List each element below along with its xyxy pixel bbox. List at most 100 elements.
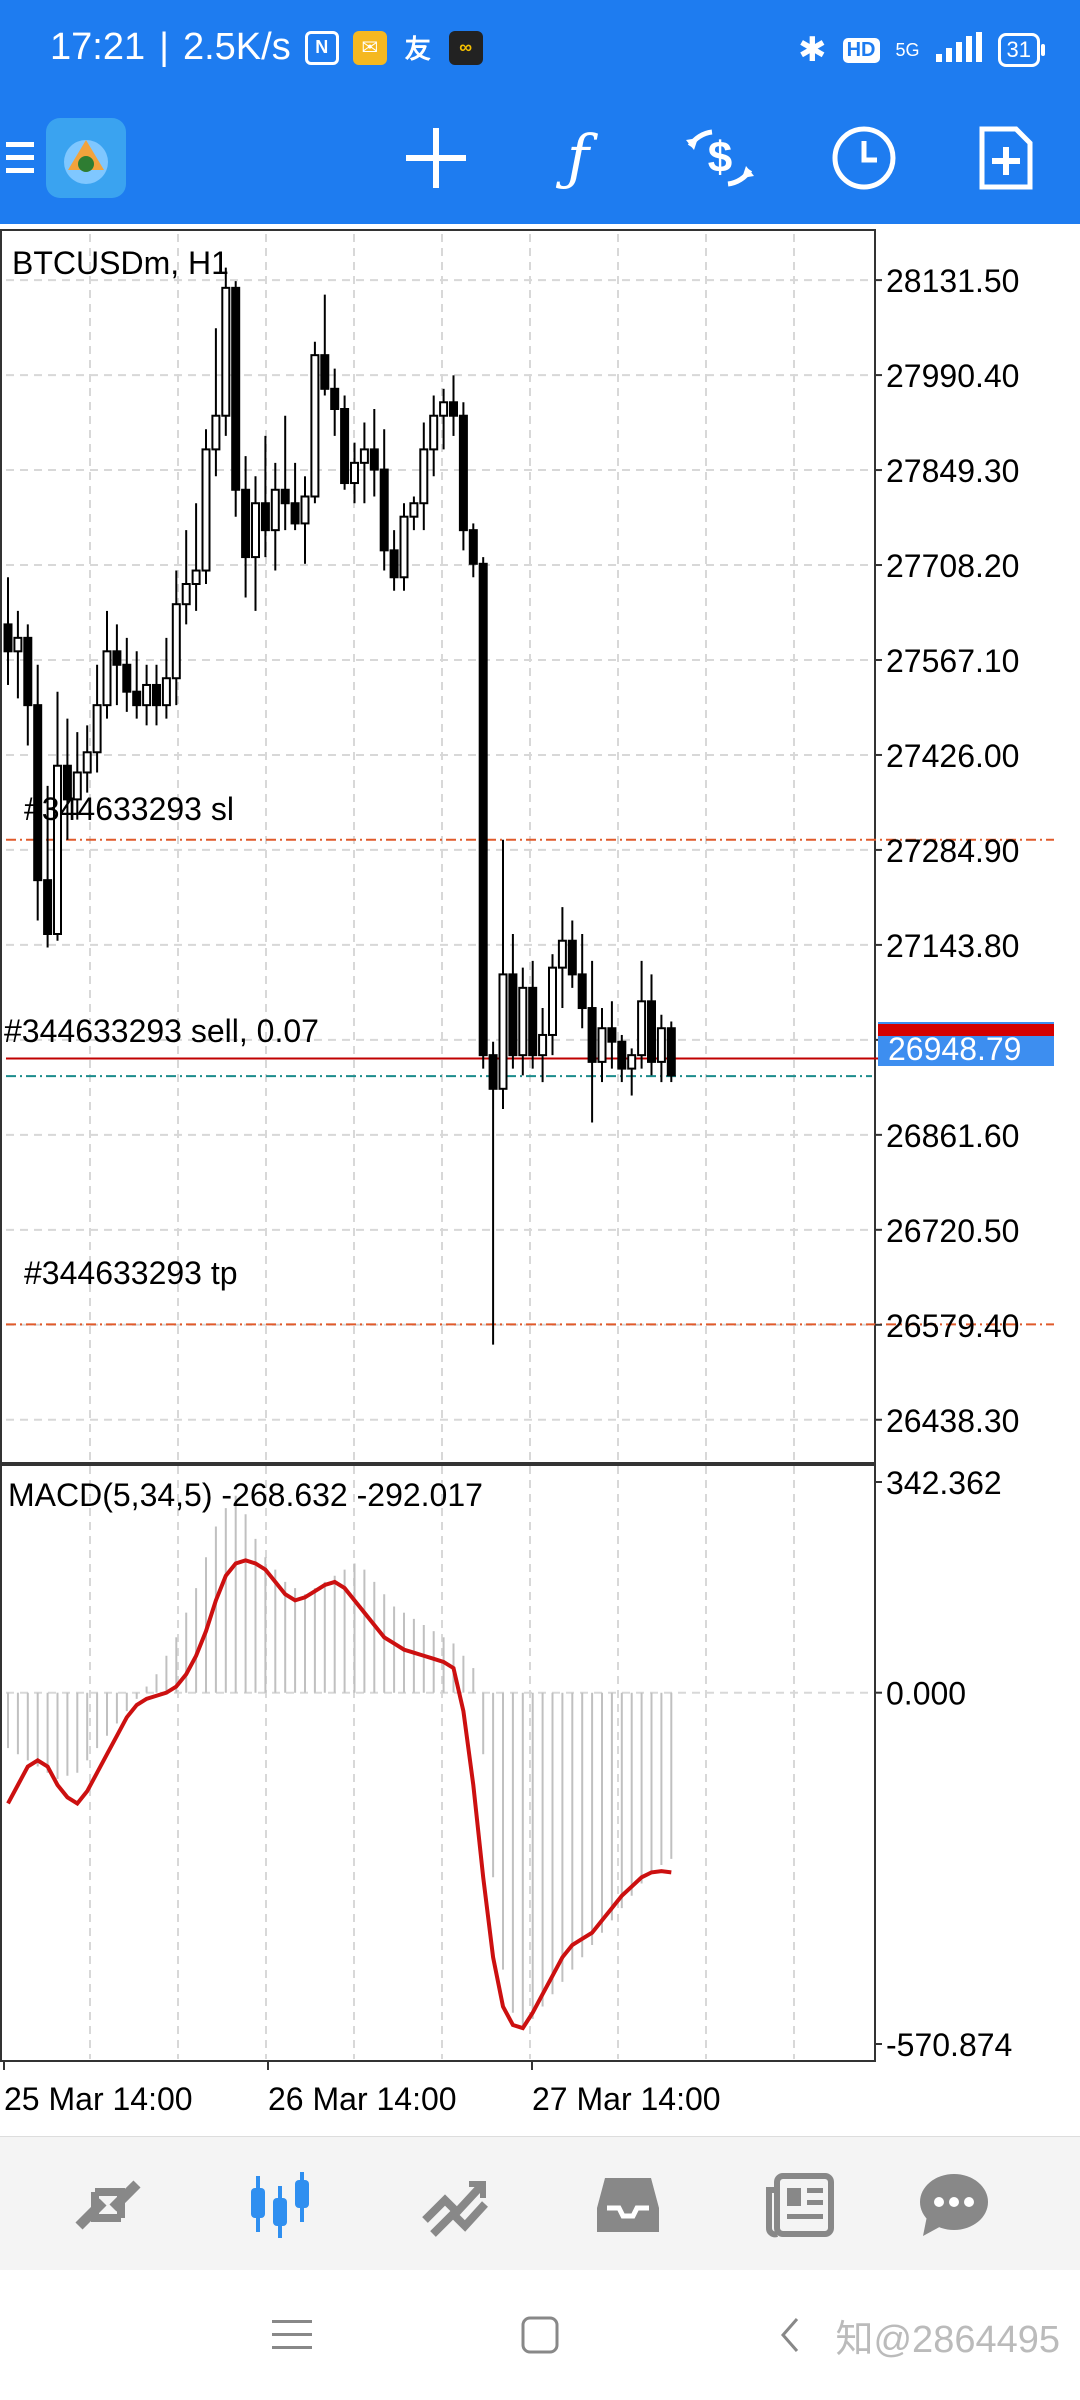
candles — [3, 267, 676, 1345]
trade-icon[interactable] — [414, 2165, 494, 2245]
candle-down — [449, 401, 458, 417]
price-tick-label: 27990.40 — [886, 358, 1019, 394]
network-type: 5G — [895, 39, 920, 60]
bottom-nav — [0, 2136, 1080, 2271]
candle-down — [567, 939, 577, 976]
sell-price-tag — [878, 1024, 1054, 1036]
chart-svg[interactable]: 28131.50 27990.40 27849.30 27708.20 27567.10… — [0, 224, 1080, 2132]
candle-down — [43, 879, 53, 936]
hd-icon: HD — [842, 37, 880, 63]
news-icon[interactable] — [760, 2165, 840, 2245]
price-tick-label: 26438.30 — [886, 1403, 1019, 1439]
chart-area[interactable]: 28131.50 27990.40 27849.30 27708.20 27567.10… — [0, 224, 1080, 2132]
home-icon[interactable] — [510, 2310, 570, 2360]
macd-signal-line — [6, 1558, 672, 2031]
candle-up — [557, 939, 567, 969]
order-sell-label: #344633293 sell, 0.07 — [4, 1013, 319, 1049]
history-icon[interactable] — [588, 2165, 668, 2245]
price-tick-label: 26861.60 — [886, 1118, 1019, 1154]
candle-down — [280, 488, 290, 505]
candle-down — [3, 623, 13, 653]
time-axis: 25 Mar 14:00 26 Mar 14:00 27 Mar 14:00 — [3, 2061, 721, 2117]
status-bar: 17:21 | 2.5K/s N ✉ 友 ∞ ✱ HD 5G 31 — [0, 0, 1080, 100]
candle-up — [538, 1033, 548, 1057]
candle-down — [330, 387, 340, 411]
candle-up — [181, 583, 191, 606]
current-price-label: 26948.79 — [888, 1031, 1021, 1067]
candle-down — [260, 502, 270, 532]
candle-down — [617, 1040, 627, 1070]
system-nav — [0, 2270, 1080, 2400]
candle-up — [102, 650, 112, 707]
candle-down — [369, 448, 379, 471]
mail-icon: ✉ — [352, 30, 387, 65]
signal-icon — [935, 31, 982, 69]
price-tick-label: 27284.90 — [886, 833, 1019, 869]
candle-up — [92, 704, 102, 754]
clock-icon[interactable] — [824, 118, 904, 198]
menu-icon[interactable] — [0, 118, 40, 198]
candle-up — [498, 973, 508, 1090]
macd-frame — [0, 1464, 876, 2062]
chart-icon[interactable] — [240, 2165, 320, 2245]
battery-icon: 31 — [997, 33, 1046, 67]
candle-down — [587, 1007, 597, 1063]
grid — [6, 234, 872, 2059]
candle-up — [359, 448, 369, 464]
candle-up — [82, 751, 92, 774]
candle-up — [637, 1000, 647, 1057]
candle-up — [161, 677, 171, 707]
watermark: 知@2864495 — [835, 2319, 1060, 2361]
candle-up — [429, 414, 439, 451]
candle-down — [458, 414, 468, 532]
candle-down — [647, 1000, 656, 1063]
candle-down — [290, 502, 300, 525]
candle-up — [270, 488, 280, 532]
candle-down — [231, 286, 241, 491]
symbol-label: BTCUSDm, H1 — [12, 245, 229, 281]
candle-up — [251, 502, 260, 559]
price-tick-label: 27143.80 — [886, 928, 1019, 964]
candle-up — [419, 448, 429, 505]
candle-up — [13, 636, 23, 653]
status-left: 17:21 | 2.5K/s N ✉ 友 ∞ — [50, 26, 483, 69]
candle-down — [112, 650, 122, 666]
order-tp-label: #344633293 tp — [24, 1255, 238, 1291]
candle-down — [33, 704, 43, 882]
price-tick-label: 27567.10 — [886, 643, 1019, 679]
candle-up — [191, 569, 201, 585]
app-logo[interactable] — [46, 118, 126, 198]
back-icon[interactable] — [760, 2310, 820, 2360]
time-tick-label: 26 Mar 14:00 — [268, 2081, 457, 2117]
macd-tick-label: 0.000 — [886, 1676, 966, 1712]
new-document-icon[interactable] — [966, 118, 1046, 198]
candle-up — [72, 771, 82, 801]
bluetooth-icon: ✱ — [798, 31, 827, 69]
candle-down — [468, 529, 478, 565]
net-speed: 2.5K/s — [182, 26, 291, 68]
price-tick-label: 28131.50 — [886, 263, 1019, 299]
candle-up — [142, 683, 152, 707]
menu-icon[interactable] — [262, 2310, 322, 2360]
quotes-icon[interactable] — [68, 2165, 148, 2245]
price-axis: 28131.50 27990.40 27849.30 27708.20 27567.10… — [875, 263, 1019, 2063]
price-tick-label: 27708.20 — [886, 548, 1019, 584]
app2-icon: ∞ — [448, 30, 483, 65]
price-tick-label: 27849.30 — [886, 453, 1019, 489]
candle-down — [607, 1027, 617, 1043]
candle-down — [389, 549, 399, 579]
candle-down — [241, 488, 251, 559]
candle-down — [152, 683, 161, 707]
trade-icon[interactable]: $ — [680, 118, 760, 198]
messages-icon[interactable] — [914, 2165, 994, 2245]
candle-up — [656, 1027, 666, 1063]
candle-down — [488, 1054, 498, 1090]
time-tick-label: 25 Mar 14:00 — [4, 2081, 193, 2117]
crosshair-icon[interactable] — [396, 118, 476, 198]
candle-down — [666, 1027, 676, 1077]
candle-down — [62, 764, 72, 801]
candle-up — [171, 603, 181, 680]
nfc-icon: N — [304, 30, 339, 65]
indicator-f-icon[interactable]: ƒ — [566, 123, 590, 193]
price-tick-label: 26579.40 — [886, 1308, 1019, 1344]
